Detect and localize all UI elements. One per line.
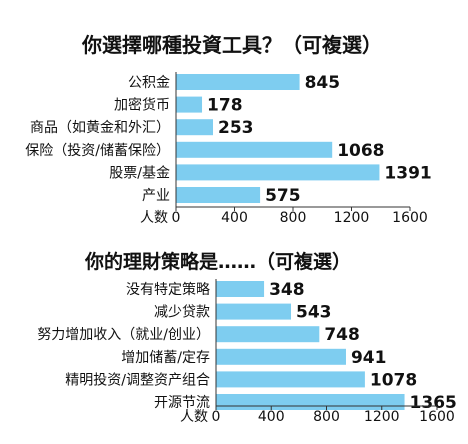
chart1-title: 你選擇哪種投資工具？（可複選） (81, 33, 382, 57)
chart2-value-label-5: 1078 (370, 370, 417, 390)
chart2-value-label-3: 748 (324, 325, 360, 345)
chart2-category-label-3: 努力增加收入（就业/创业） (37, 327, 210, 343)
chart1-category-label-1: 公积金 (128, 75, 170, 91)
chart2-category-label-4: 增加储蓄/定存 (121, 350, 210, 366)
chart2-bar-3 (216, 326, 320, 343)
chart2-bar-6 (216, 394, 405, 410)
chart1-category-label-4: 保险（投资/储蓄保险） (25, 143, 170, 159)
chart1-category-label-5: 股票/基金 (109, 164, 170, 181)
chart1-tick-label-2: 400 (221, 210, 248, 226)
chart2-tick-label-4: 1200 (364, 409, 400, 425)
chart2-bar-1 (216, 281, 265, 297)
chart1-value-label-4: 1068 (337, 141, 384, 161)
chart2-tick-label-2: 400 (258, 409, 285, 425)
chart2-bar-4 (216, 348, 346, 365)
chart1-tick-label-5: 1600 (392, 210, 428, 226)
chart1-bar-1 (176, 74, 300, 90)
chart2-bar-2 (216, 303, 292, 320)
chart1-x-axis-label: 人数 (140, 210, 168, 226)
chart1-bar-6 (176, 187, 261, 203)
chart1-value-label-6: 575 (265, 186, 301, 206)
chart1-tick-label-1: 0 (172, 210, 181, 226)
chart2-category-label-5: 精明投资/调整资产组合 (65, 372, 210, 388)
chart1-category-label-3: 商品（如黄金和外汇） (30, 119, 170, 136)
chart1-value-label-3: 253 (218, 118, 254, 138)
chart2-tick-label-5: 1600 (419, 409, 455, 425)
chart2-category-label-1: 没有特定策略 (126, 281, 210, 298)
chart1-tick-label-3: 800 (280, 210, 307, 226)
chart2-x-axis-label: 人数 (180, 409, 208, 425)
chart1-bar-2 (176, 96, 203, 113)
chart1-value-label-5: 1391 (384, 163, 431, 183)
chart1-value-label-2: 178 (207, 96, 243, 116)
chart2-tick-label-1: 0 (212, 409, 221, 425)
chart1-tick-label-4: 1200 (334, 210, 370, 226)
chart1-bar-5 (176, 164, 380, 181)
chart1-category-label-2: 加密货币 (114, 97, 170, 114)
chart2-value-label-1: 348 (269, 280, 305, 300)
chart1-bar-3 (176, 119, 214, 136)
chart2-value-label-6: 1365 (410, 393, 457, 413)
chart2-title: 你的理財策略是……（可複選） (84, 250, 351, 273)
chart1-bar-4 (176, 141, 333, 158)
chart2-category-label-6: 开源节流 (154, 395, 210, 411)
chart2-category-label-2: 减少贷款 (154, 305, 210, 321)
chart2-tick-label-3: 800 (313, 409, 340, 425)
chart2-value-label-4: 941 (351, 348, 387, 368)
chart2-value-label-2: 543 (296, 303, 332, 323)
chart1-value-label-1: 845 (305, 73, 341, 93)
chart1-category-label-6: 产业 (142, 188, 170, 204)
chart2-bar-5 (216, 371, 365, 388)
